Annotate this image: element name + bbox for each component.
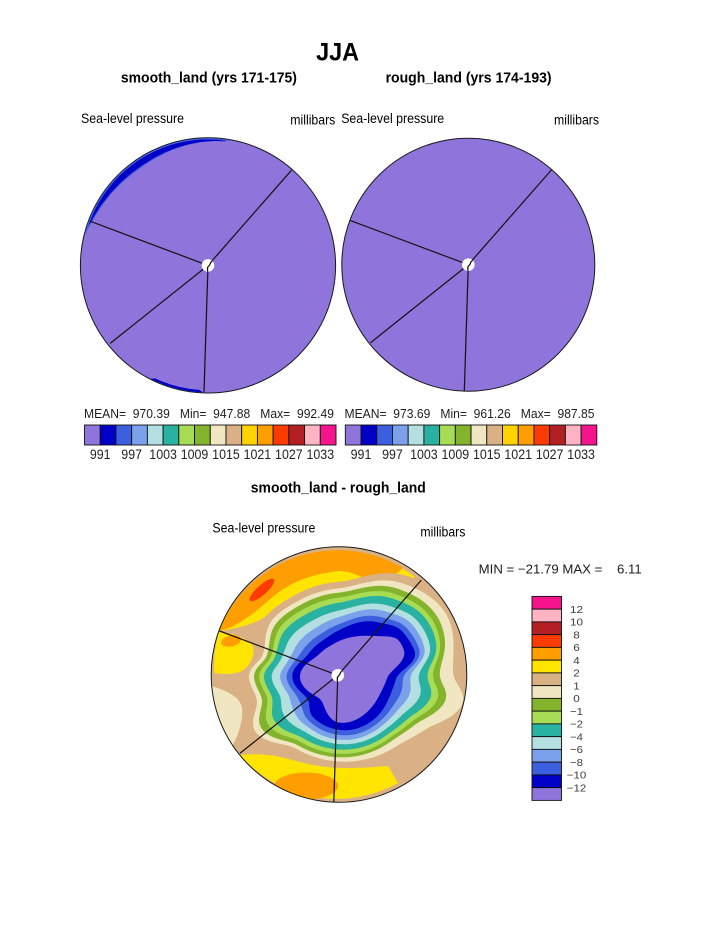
svg-text:1033: 1033 — [567, 447, 595, 462]
svg-text:JJA: JJA — [316, 39, 359, 67]
svg-text:1021: 1021 — [504, 447, 532, 462]
svg-text:1009: 1009 — [181, 447, 209, 462]
svg-text:MEAN= 970.39 Min= 947.88: MEAN= 970.39 Min= 947.88 Max= 992.49 — [84, 406, 334, 421]
svg-text:millibars: millibars — [420, 524, 465, 540]
svg-text:997: 997 — [121, 447, 142, 462]
svg-text:1027: 1027 — [536, 447, 564, 462]
svg-text:1027: 1027 — [275, 447, 303, 462]
svg-text:Sea-level pressure: Sea-level pressure — [81, 111, 184, 127]
svg-text:rough_land (yrs 174-193): rough_land (yrs 174-193) — [386, 70, 552, 87]
svg-text:1003: 1003 — [410, 447, 438, 462]
svg-text:1: 1 — [573, 680, 580, 692]
svg-text:1015: 1015 — [212, 447, 240, 462]
svg-text:millibars: millibars — [554, 113, 599, 129]
svg-text:Sea-level pressure: Sea-level pressure — [341, 111, 444, 127]
svg-text:smooth_land - rough_land: smooth_land - rough_land — [251, 479, 426, 496]
svg-text:1021: 1021 — [244, 447, 272, 462]
svg-text:1015: 1015 — [473, 447, 501, 462]
svg-text:1003: 1003 — [149, 447, 177, 462]
svg-text:12: 12 — [570, 604, 583, 616]
svg-text:991: 991 — [90, 447, 111, 462]
svg-text:0: 0 — [573, 693, 580, 705]
svg-text:MEAN= 973.69 Min= 961.26: MEAN= 973.69 Min= 961.26 Max= 987.85 — [345, 406, 595, 421]
svg-text:MIN = −21.79 MAX = 6.11: MIN = −21.79 MAX = 6.11 — [479, 562, 642, 577]
svg-text:−8: −8 — [570, 757, 583, 769]
svg-text:1009: 1009 — [442, 447, 470, 462]
svg-text:−6: −6 — [570, 744, 583, 756]
svg-text:8: 8 — [573, 629, 580, 641]
svg-text:997: 997 — [382, 447, 403, 462]
svg-text:−10: −10 — [567, 770, 587, 782]
svg-text:−2: −2 — [570, 719, 583, 731]
svg-text:−4: −4 — [570, 731, 583, 743]
svg-text:10: 10 — [570, 617, 583, 629]
svg-text:6: 6 — [573, 642, 580, 654]
svg-text:991: 991 — [351, 447, 372, 462]
svg-text:4: 4 — [573, 655, 580, 667]
svg-text:1033: 1033 — [307, 447, 335, 462]
svg-text:millibars: millibars — [290, 113, 335, 129]
svg-text:Sea-level pressure: Sea-level pressure — [212, 521, 315, 537]
svg-text:2: 2 — [573, 668, 580, 680]
svg-text:−12: −12 — [567, 782, 587, 794]
svg-text:−1: −1 — [570, 706, 583, 718]
svg-text:smooth_land (yrs 171-175): smooth_land (yrs 171-175) — [121, 70, 297, 87]
